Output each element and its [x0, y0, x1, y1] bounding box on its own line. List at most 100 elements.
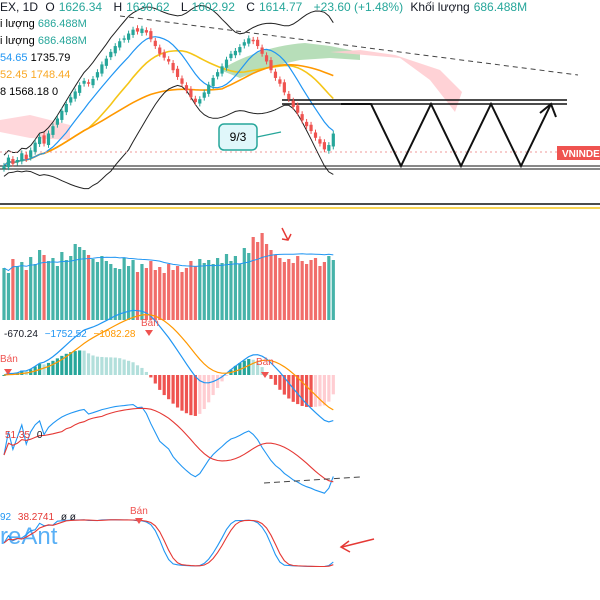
candle-body [51, 126, 55, 135]
candle-body [24, 154, 28, 160]
candle-body [313, 132, 318, 138]
annotation-pointer [256, 131, 282, 138]
candle-body [309, 124, 313, 132]
candle-body [251, 39, 255, 42]
candle-body [2, 165, 6, 169]
volume-bar [153, 270, 157, 320]
macd-histogram-bar [318, 375, 322, 407]
zigzag-projection [341, 101, 552, 169]
sell-marker-left [4, 369, 12, 375]
volume-bar [207, 260, 211, 320]
candle-body [109, 51, 113, 58]
candle-body [100, 64, 104, 74]
macd-histogram-bar [300, 375, 304, 406]
macd-histogram-bar [73, 351, 77, 375]
candle-body [64, 104, 68, 113]
macd-histogram-bar [118, 358, 122, 375]
change-value: +23.60 (+1.48%) [313, 0, 404, 14]
volume-bar [216, 258, 220, 320]
volume-bar [29, 257, 33, 320]
stoch-sell-marker [135, 518, 143, 524]
volume-bar [100, 256, 104, 320]
legend-row: i lượng 686.488M [0, 18, 87, 30]
candle-body [175, 68, 180, 77]
macd-histogram-bar [2, 375, 6, 376]
macd-histogram-bar [251, 359, 255, 375]
macd-histogram-bar [207, 375, 211, 403]
candle-body [287, 93, 291, 100]
volume-bar [2, 268, 6, 320]
candle-body [167, 59, 171, 62]
volume-bar [140, 264, 144, 320]
rsi-value: 51.35 0 [5, 430, 43, 441]
volume-bar [242, 248, 246, 320]
macd-v1: -670.24 [4, 329, 38, 340]
volume-bar [198, 259, 202, 320]
volume-bar [131, 260, 135, 320]
macd-histogram-bar [167, 375, 171, 400]
candle-body [273, 71, 278, 78]
high-value: 1630.62 [126, 0, 170, 14]
candle-body [29, 150, 33, 158]
zigzag-arrowhead [539, 102, 557, 118]
volume-bar [291, 263, 295, 320]
volume-bar [233, 256, 237, 320]
candle-body [144, 30, 148, 33]
volume-bar [86, 255, 91, 320]
macd-histogram-bar [313, 375, 318, 407]
volume-bar [193, 266, 197, 320]
bollinger-upper [3, 4, 334, 156]
volume-bar [300, 261, 304, 320]
candle-body [20, 153, 24, 162]
price-tag-label: VNINDE [562, 149, 600, 160]
volume-bar [327, 256, 331, 320]
cloud-bearish [330, 50, 462, 112]
red-left-arrow [339, 538, 375, 553]
volume-bar [91, 259, 95, 320]
candle-body [269, 60, 273, 71]
candle-body [15, 160, 19, 163]
volume-label: Khối lượng [410, 0, 470, 14]
candle-body [322, 142, 326, 150]
candle-body [131, 29, 135, 35]
symbol: EX, 1D [0, 0, 39, 14]
candlesticks [2, 25, 335, 172]
candle-body [91, 78, 95, 86]
volume-bar [167, 264, 171, 320]
volume-bar [180, 272, 184, 320]
macd-histogram-bar [322, 375, 326, 406]
candle-body [46, 133, 51, 146]
macd-histogram-bar [91, 355, 95, 375]
candle-body [256, 39, 260, 47]
candle-body [158, 47, 162, 54]
candle-body [207, 84, 211, 94]
candle-body [78, 85, 82, 93]
volume-bar [158, 267, 162, 320]
volume-bar [220, 263, 224, 320]
candle-body [264, 55, 269, 62]
candle-body [224, 59, 229, 68]
volume-bar [305, 264, 309, 320]
macd-histogram-bar [198, 375, 202, 414]
annotation-date: 9/3 [230, 130, 247, 144]
volume-bar [144, 268, 148, 320]
low-value: 1602.92 [191, 0, 235, 14]
macd-histogram-bar [131, 362, 135, 375]
macd-v2: −1752.52 [45, 329, 87, 340]
volume-bar [322, 262, 326, 320]
macd-histogram-bar [327, 375, 331, 402]
macd-histogram-bar [331, 375, 335, 395]
legend-row: 8 1568.18 0 [0, 86, 59, 98]
volume-bar [46, 261, 51, 320]
volume-bar [55, 266, 59, 320]
macd-histogram-bar [269, 375, 273, 379]
macd-histogram-bar [175, 375, 180, 408]
volume-bar [251, 237, 255, 320]
macd-histogram-bar [86, 353, 91, 375]
candle-body [202, 92, 206, 98]
candle-body [189, 89, 193, 98]
candle-body [60, 110, 64, 120]
candle-body [122, 38, 126, 40]
macd-histogram-bar [296, 375, 300, 405]
